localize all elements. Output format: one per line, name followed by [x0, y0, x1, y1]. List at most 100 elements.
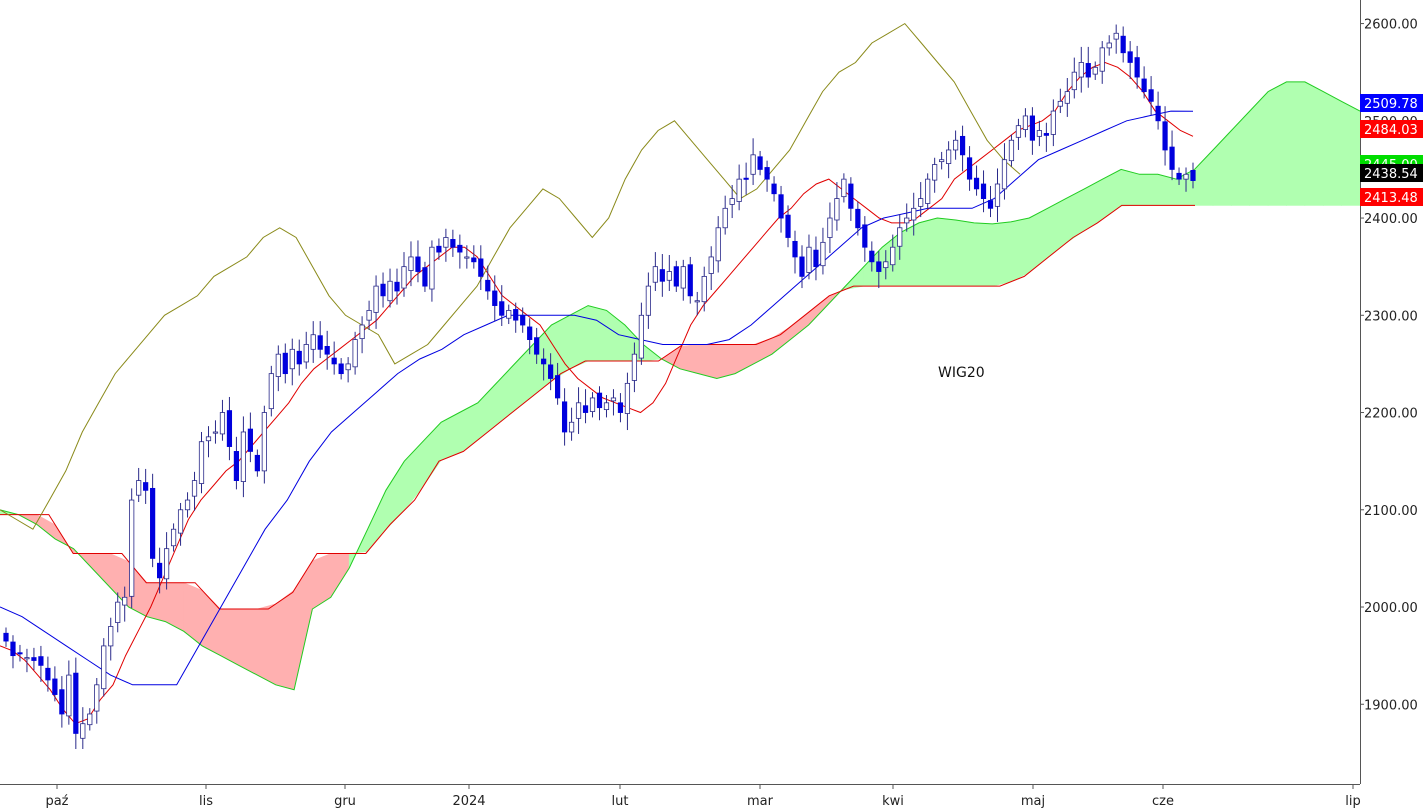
cloud-segment-bullish [1139, 173, 1159, 206]
y-tick-label: 2400.00 [1364, 212, 1418, 227]
cloud-segment-bearish [256, 603, 276, 686]
candle-body [1057, 100, 1063, 107]
candle-body [38, 656, 44, 666]
candle-body [226, 410, 233, 447]
candle [918, 182, 924, 218]
candle [897, 214, 903, 260]
candle-body [890, 246, 896, 266]
candle [610, 389, 617, 416]
price-label-box [1360, 164, 1423, 182]
candle-body [1169, 146, 1175, 170]
candle [1099, 41, 1105, 84]
candle [1162, 106, 1168, 166]
candlesticks [3, 24, 1196, 749]
candle-body [80, 723, 86, 739]
candle-body [813, 249, 819, 268]
cloud-segment-bearish [789, 311, 809, 341]
y-tick-label: 2600.00 [1364, 18, 1418, 33]
candle [980, 170, 987, 213]
candle [1092, 61, 1098, 80]
candle [708, 246, 714, 291]
candle [226, 396, 233, 461]
candle-body [282, 352, 288, 375]
candle [722, 195, 728, 235]
candle [834, 182, 840, 231]
x-tick-label: 2024 [452, 794, 485, 809]
candle [701, 266, 707, 312]
candle-body [1092, 66, 1098, 75]
candle [513, 302, 519, 333]
cloud-segment-bullish [1010, 217, 1030, 283]
candle [1022, 108, 1029, 138]
cloud-segment-bearish [183, 582, 203, 647]
x-tick-label: paź [45, 794, 68, 809]
candle [219, 399, 226, 441]
price-label: 2438.54 [1360, 164, 1423, 182]
candle-body [624, 382, 631, 414]
candle-body [143, 482, 149, 491]
candle-body [582, 405, 589, 413]
candle [659, 254, 665, 297]
candle [471, 245, 477, 269]
candle [122, 586, 128, 622]
candle-body [994, 183, 1001, 207]
candle-body [338, 363, 344, 375]
candle-body [708, 256, 714, 274]
candle [380, 272, 386, 308]
candle-body [862, 224, 868, 248]
candle-body [66, 674, 72, 717]
cloud-segment-bearish [312, 553, 332, 610]
senkou-span-b-line [0, 204, 1195, 610]
candle [729, 184, 735, 219]
candle [743, 162, 749, 195]
candle-body [987, 200, 994, 209]
cloud-segment-bearish [698, 344, 718, 379]
candle [890, 234, 896, 272]
candle [184, 492, 191, 518]
candle-body [534, 337, 540, 355]
candle-body [904, 217, 910, 224]
candle [939, 151, 945, 170]
candle-body [659, 269, 665, 282]
candle-body [645, 285, 651, 316]
candle-body [331, 357, 337, 365]
candle [994, 168, 1001, 222]
price-label: 2484.03 [1360, 120, 1423, 138]
cloud-segment-bullish [551, 314, 571, 382]
y-tick-label: 2200.00 [1364, 407, 1418, 422]
candle-body [303, 344, 309, 363]
candle-body [422, 267, 428, 287]
candle [205, 426, 212, 458]
candle-body [184, 499, 191, 511]
candle-body [1176, 172, 1182, 180]
candle-body [785, 214, 791, 238]
candle-body [680, 266, 686, 289]
candle [450, 229, 456, 257]
price-label-text: 2509.78 [1364, 97, 1418, 112]
candle-body [233, 451, 240, 482]
candle-body [799, 256, 805, 277]
candle-body [275, 353, 281, 377]
candle [848, 177, 854, 221]
chikou-span-line [0, 22, 1021, 530]
candle-body [170, 528, 177, 547]
candle-body [415, 256, 421, 272]
cloud-segment-bearish [238, 608, 258, 676]
candle [352, 331, 358, 375]
candle-body [115, 601, 121, 623]
candle-body [527, 326, 533, 340]
candle-body [638, 314, 644, 359]
candle [10, 635, 16, 669]
candle [310, 321, 316, 363]
candle-body [911, 207, 917, 221]
y-tick-label: 1900.00 [1364, 698, 1418, 713]
candle-body [163, 548, 170, 580]
candle [366, 300, 372, 330]
candle [80, 707, 86, 749]
candle [212, 420, 219, 444]
candle [541, 348, 547, 381]
candle-body [261, 412, 267, 472]
candle-body [687, 264, 693, 297]
candle [652, 252, 658, 291]
candle-body [806, 246, 812, 273]
